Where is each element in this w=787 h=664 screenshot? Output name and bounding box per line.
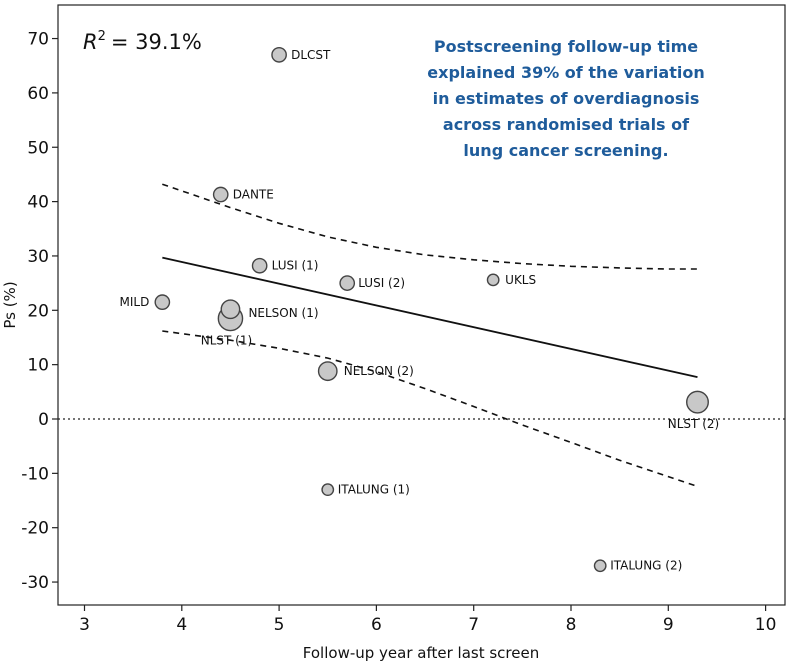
point-label: DLCST <box>291 48 331 62</box>
y-axis-ticks: -30 -20 -10 0 10 20 30 40 50 60 70 <box>21 30 58 593</box>
data-point-labels: DLCST DANTE LUSI (1) LUSI (2) UKLS MILD NELSON… <box>120 48 720 573</box>
y-tick-label: 70 <box>27 30 49 50</box>
scatter-point <box>251 257 268 274</box>
scatter-point <box>486 273 500 287</box>
plot-frame <box>57 4 786 606</box>
scatter-point <box>271 47 287 63</box>
point-label: NELSON (1) <box>248 306 318 320</box>
x-tick-label: 7 <box>468 615 479 635</box>
x-axis-label: Follow-up year after last screen <box>303 644 539 662</box>
point-label: MILD <box>120 295 150 309</box>
data-points <box>154 47 709 573</box>
point-label: LUSI (2) <box>358 276 405 290</box>
x-tick-label: 6 <box>371 615 382 635</box>
y-tick-label: -30 <box>21 573 49 593</box>
annotation-line: explained 39% of the variation <box>427 63 704 82</box>
regression-line <box>162 256 698 379</box>
r2-prefix: R <box>83 30 98 54</box>
r2-label: R2 = 39.1% <box>83 29 202 54</box>
r2-exponent: 2 <box>98 29 106 44</box>
scatter-point <box>339 275 356 291</box>
y-tick-label: 40 <box>27 193 49 213</box>
x-tick-label: 9 <box>663 615 674 635</box>
y-axis-label: Ps (%) <box>1 281 19 328</box>
annotation-text: Postscreening follow-up time explained 39… <box>427 37 704 160</box>
y-tick-label: 0 <box>38 410 49 430</box>
annotation-line: lung cancer screening. <box>463 141 668 160</box>
scatter-point <box>220 299 241 320</box>
x-tick-label: 4 <box>176 615 187 635</box>
y-tick-label: 10 <box>27 356 49 376</box>
point-label: ITALUNG (2) <box>610 559 682 573</box>
y-tick-label: 50 <box>27 138 49 158</box>
y-tick-label: -10 <box>21 464 49 484</box>
point-label: ITALUNG (1) <box>338 483 410 497</box>
annotation-line: across randomised trials of <box>443 115 690 134</box>
scatter-point <box>593 559 607 573</box>
annotation-line: in estimates of overdiagnosis <box>433 89 700 108</box>
lower-confidence-band <box>162 330 698 488</box>
point-label: UKLS <box>505 273 536 287</box>
y-tick-label: 30 <box>27 247 49 267</box>
annotation-line: Postscreening follow-up time <box>434 37 698 56</box>
y-tick-label: -20 <box>21 519 49 539</box>
x-tick-label: 8 <box>566 615 577 635</box>
scatter-point <box>154 294 171 310</box>
scatter-point <box>321 483 335 497</box>
point-label: NLST (1) <box>201 333 252 347</box>
x-tick-label: 10 <box>755 615 777 635</box>
upper-confidence-band <box>162 183 698 270</box>
point-label: DANTE <box>233 188 274 202</box>
y-tick-label: 60 <box>27 84 49 104</box>
scatter-point <box>317 361 338 382</box>
point-label: NELSON (2) <box>344 364 414 378</box>
x-tick-label: 5 <box>274 615 285 635</box>
point-label: NLST (2) <box>668 417 719 431</box>
scatter-point <box>212 186 229 203</box>
x-tick-label: 3 <box>79 615 90 635</box>
y-tick-label: 20 <box>27 301 49 321</box>
scatter-point <box>686 390 709 414</box>
point-label: LUSI (1) <box>272 259 319 273</box>
r2-value: = 39.1% <box>111 30 202 54</box>
x-axis-ticks: 3 4 5 6 7 8 9 10 <box>79 605 776 635</box>
